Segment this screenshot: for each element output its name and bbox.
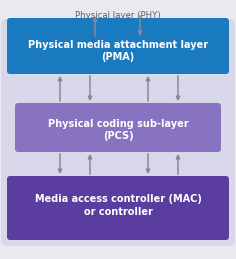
FancyBboxPatch shape xyxy=(7,176,229,240)
Text: (PCS): (PCS) xyxy=(103,131,133,141)
Text: Physical coding sub-layer: Physical coding sub-layer xyxy=(48,119,188,129)
Text: Physical media attachment layer: Physical media attachment layer xyxy=(28,40,208,50)
FancyBboxPatch shape xyxy=(1,19,235,246)
Text: or controller: or controller xyxy=(84,207,152,217)
Text: Physical layer (PHY): Physical layer (PHY) xyxy=(75,11,161,20)
Text: (PMA): (PMA) xyxy=(101,52,135,62)
FancyBboxPatch shape xyxy=(15,103,221,152)
FancyBboxPatch shape xyxy=(7,18,229,74)
Text: Media access controller (MAC): Media access controller (MAC) xyxy=(34,194,202,204)
